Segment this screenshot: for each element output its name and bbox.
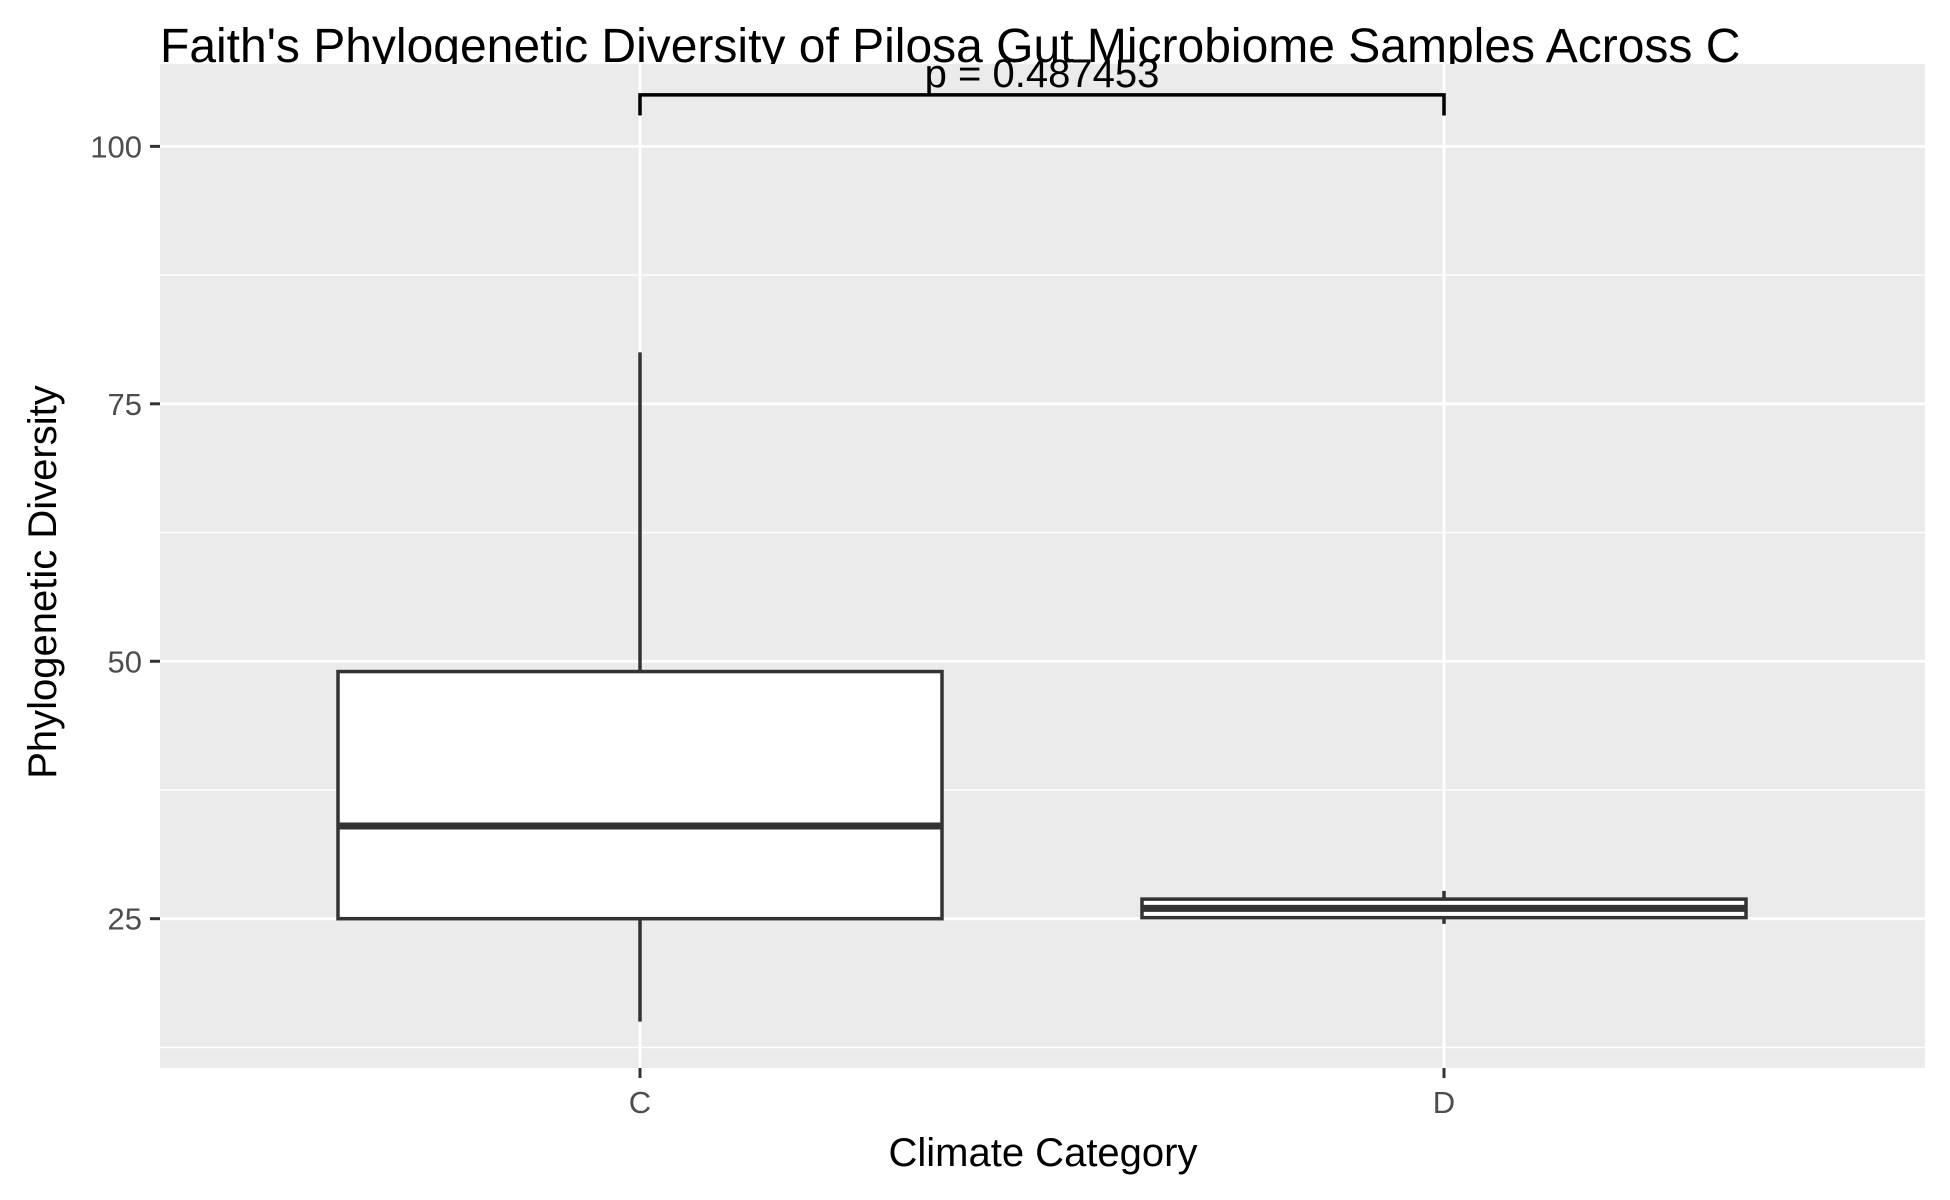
y-tick-label: 100 [90, 129, 142, 164]
x-tick-label: C [629, 1085, 651, 1120]
y-tick-label: 50 [108, 644, 142, 679]
y-tick-label: 25 [108, 902, 142, 937]
minor-gridlines [160, 274, 1925, 1049]
x-axis-title: Climate Category [888, 1131, 1197, 1175]
p-value-label: p = 0.487453 [925, 52, 1160, 96]
y-axis-title: Phylogenetic Diversity [21, 385, 65, 779]
boxplot-layer [336, 352, 1748, 1022]
x-tick-label: D [1433, 1085, 1455, 1120]
box-C [336, 352, 944, 1022]
box-D [1140, 890, 1748, 924]
bracket-line [638, 93, 1446, 116]
iqr-box [336, 669, 944, 921]
significance-bracket: p = 0.487453 [638, 52, 1446, 116]
y-tick-label: 75 [108, 387, 142, 422]
y-axis: 25 50 75 100 [90, 129, 160, 937]
